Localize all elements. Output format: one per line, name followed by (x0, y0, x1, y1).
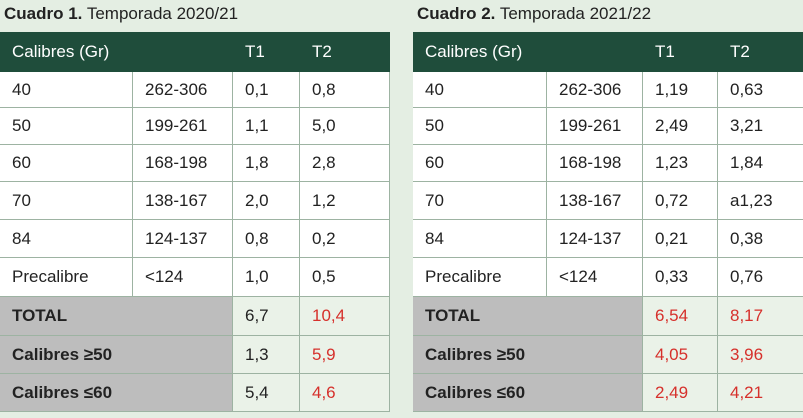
header-cell: T2 (718, 32, 803, 72)
cell: 199-261 (547, 108, 643, 145)
total-value: 8,17 (718, 297, 803, 336)
cell: 138-167 (547, 182, 643, 220)
total-value: 1,3 (233, 336, 300, 374)
caption-label: Cuadro 1. (4, 4, 83, 23)
cell: 50 (0, 108, 133, 145)
cell: 1,8 (233, 145, 300, 182)
cell: 60 (413, 145, 547, 182)
cell: 5,0 (300, 108, 390, 145)
cell: 168-198 (133, 145, 233, 182)
cell: 0,38 (718, 220, 803, 258)
caption: Cuadro 1. Temporada 2020/21 (4, 4, 238, 24)
cell: 1,19 (643, 72, 718, 108)
cell: a1,23 (718, 182, 803, 220)
total-label: TOTAL (413, 297, 643, 336)
cell: <124 (547, 258, 643, 297)
total-value: 6,7 (233, 297, 300, 336)
cell: 2,8 (300, 145, 390, 182)
cell: 70 (413, 182, 547, 220)
total-value: 4,6 (300, 374, 390, 412)
header-cell: T1 (643, 32, 718, 72)
cell: 70 (0, 182, 133, 220)
header-cell: T1 (233, 32, 300, 72)
cell: 1,1 (233, 108, 300, 145)
cell: 199-261 (133, 108, 233, 145)
cell: 0,1 (233, 72, 300, 108)
cell: 0,5 (300, 258, 390, 297)
caption-text: Temporada 2020/21 (82, 4, 239, 23)
cell: 0,21 (643, 220, 718, 258)
cell: 2,49 (643, 108, 718, 145)
cell: 0,8 (300, 72, 390, 108)
total-label: Calibres ≤60 (413, 374, 643, 412)
total-label: Calibres ≥50 (0, 336, 233, 374)
cell: 60 (0, 145, 133, 182)
cell: 1,84 (718, 145, 803, 182)
header-cell: Calibres (Gr) (413, 32, 643, 72)
total-value: 4,21 (718, 374, 803, 412)
total-value: 5,9 (300, 336, 390, 374)
total-value: 3,96 (718, 336, 803, 374)
cell: 40 (0, 72, 133, 108)
cell: 262-306 (133, 72, 233, 108)
cell: 1,2 (300, 182, 390, 220)
cell: 50 (413, 108, 547, 145)
cell: 84 (413, 220, 547, 258)
cell: Precalibre (413, 258, 547, 297)
cell: 262-306 (547, 72, 643, 108)
caption: Cuadro 2. Temporada 2021/22 (417, 4, 651, 24)
total-value: 6,54 (643, 297, 718, 336)
cell: 1,23 (643, 145, 718, 182)
caption-label: Cuadro 2. (417, 4, 496, 23)
total-value: 4,05 (643, 336, 718, 374)
cell: <124 (133, 258, 233, 297)
cell: 138-167 (133, 182, 233, 220)
header-cell: T2 (300, 32, 390, 72)
cell: 3,21 (718, 108, 803, 145)
total-value: 10,4 (300, 297, 390, 336)
cell: 168-198 (547, 145, 643, 182)
cell: 40 (413, 72, 547, 108)
cell: 0,33 (643, 258, 718, 297)
cell: 0,2 (300, 220, 390, 258)
total-label: TOTAL (0, 297, 233, 336)
total-label: Calibres ≤60 (0, 374, 233, 412)
cell: 0,72 (643, 182, 718, 220)
total-label: Calibres ≥50 (413, 336, 643, 374)
header-cell: Calibres (Gr) (0, 32, 233, 72)
cell: 0,76 (718, 258, 803, 297)
caption-text: Temporada 2021/22 (495, 4, 652, 23)
cell: Precalibre (0, 258, 133, 297)
total-value: 5,4 (233, 374, 300, 412)
cell: 84 (0, 220, 133, 258)
cell: 0,63 (718, 72, 803, 108)
cell: 1,0 (233, 258, 300, 297)
cell: 2,0 (233, 182, 300, 220)
cell: 124-137 (133, 220, 233, 258)
cell: 0,8 (233, 220, 300, 258)
cell: 124-137 (547, 220, 643, 258)
total-value: 2,49 (643, 374, 718, 412)
